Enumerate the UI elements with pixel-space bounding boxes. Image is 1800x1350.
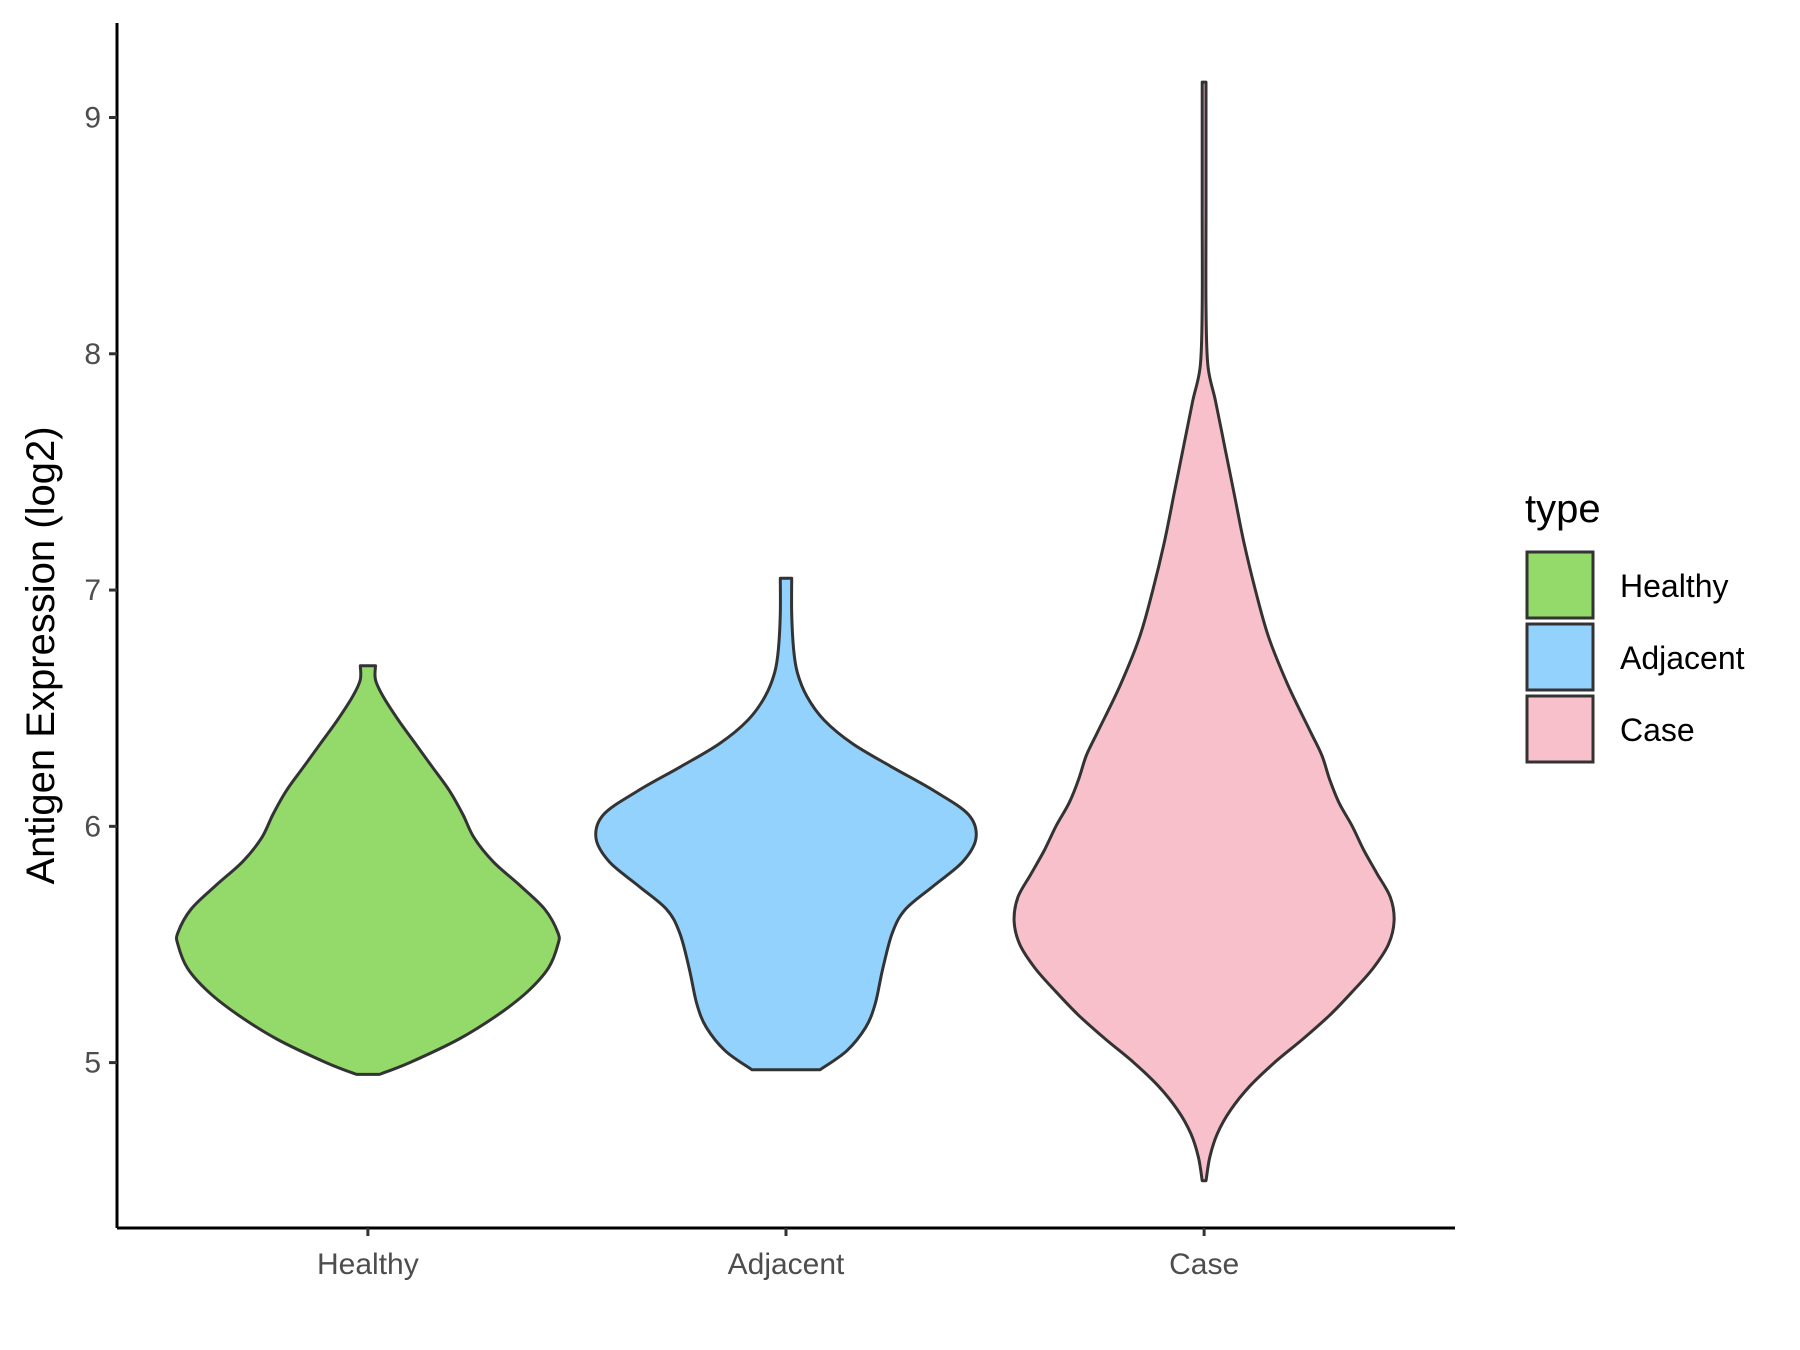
x-tick-label: Case <box>1169 1248 1239 1281</box>
y-tick-label: 9 <box>84 102 101 135</box>
legend-swatch <box>1525 550 1595 620</box>
legend-items: Healthy Adjacent Case <box>1525 550 1745 764</box>
y-axis-title: Antigen Expression (log2) <box>19 426 63 884</box>
axes: 5 6 7 8 9 Healthy Adjacent Case <box>84 23 1455 1281</box>
x-ticks: Healthy Adjacent Case <box>317 1228 1239 1281</box>
y-tick-label: 7 <box>84 574 101 607</box>
violin-healthy <box>174 664 561 1076</box>
legend-label: Adjacent <box>1620 640 1745 676</box>
legend-label: Case <box>1620 712 1695 748</box>
legend-label: Healthy <box>1620 568 1729 604</box>
legend: type Healthy Adjacent Case <box>1525 487 1745 764</box>
violin-case <box>1012 80 1396 1183</box>
legend-swatch <box>1525 622 1595 692</box>
y-tick-label: 5 <box>84 1047 101 1080</box>
x-tick-label: Adjacent <box>728 1248 845 1281</box>
violin-adjacent <box>594 576 978 1072</box>
y-ticks: 5 6 7 8 9 <box>84 102 117 1080</box>
y-tick-label: 6 <box>84 810 101 843</box>
y-tick-label: 8 <box>84 338 101 371</box>
violin-group <box>174 80 1396 1183</box>
x-tick-label: Healthy <box>317 1248 419 1281</box>
legend-swatch <box>1525 694 1595 764</box>
legend-title: type <box>1525 487 1601 531</box>
